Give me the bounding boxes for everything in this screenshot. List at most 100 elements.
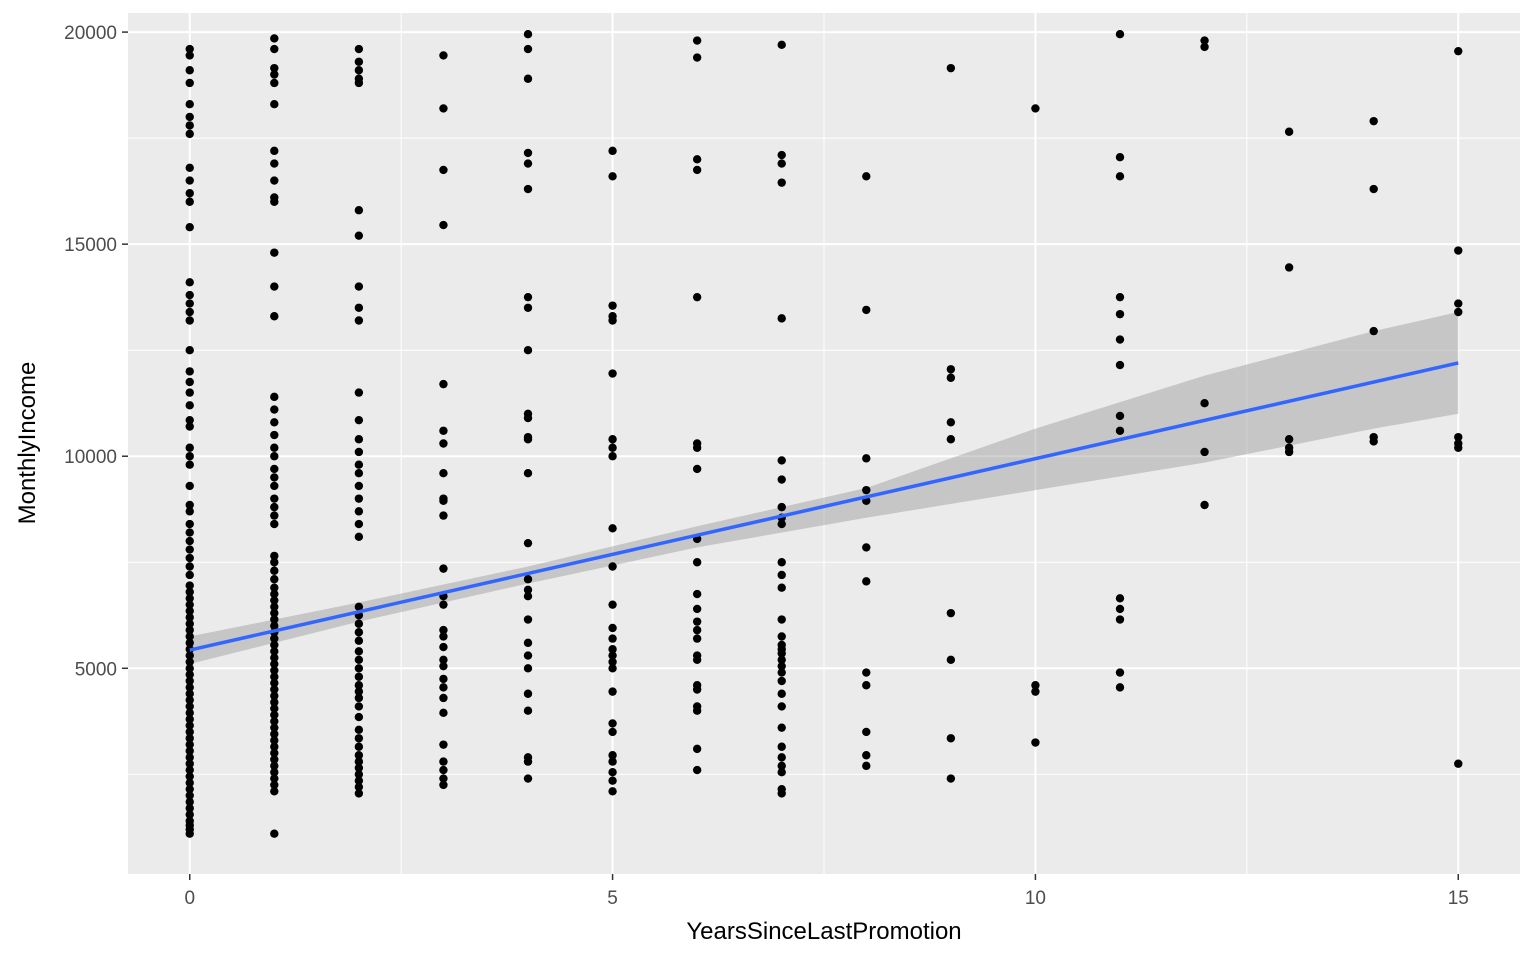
data-point: [185, 129, 194, 139]
data-point: [354, 725, 364, 734]
data-point: [270, 502, 279, 512]
data-point: [777, 784, 786, 794]
data-point: [1115, 668, 1125, 677]
data-point: [523, 148, 533, 158]
data-point: [1115, 604, 1125, 614]
data-point: [1369, 326, 1378, 336]
x-axis-ticks: 0 5 10 15: [184, 874, 1469, 909]
data-point: [523, 409, 533, 419]
data-point: [354, 782, 364, 792]
data-point: [946, 734, 956, 743]
data-point: [777, 742, 786, 751]
data-point: [270, 159, 279, 168]
data-point: [270, 248, 279, 257]
data-point: [439, 632, 448, 641]
data-point: [185, 278, 194, 287]
data-point: [1031, 681, 1040, 690]
data-point: [270, 473, 279, 482]
data-point: [354, 742, 364, 751]
data-point: [270, 678, 279, 688]
data-point: [608, 312, 617, 321]
data-point: [270, 659, 279, 669]
data-point: [354, 619, 364, 628]
y-tick-label: 5000: [75, 659, 117, 680]
fit-line: [189, 361, 1459, 652]
data-point: [185, 606, 194, 616]
data-point: [270, 392, 279, 402]
data-point: [1284, 263, 1294, 272]
data-point: [692, 589, 702, 599]
data-point: [354, 447, 364, 457]
confidence-band-layer: [189, 312, 1459, 665]
data-point: [523, 303, 533, 312]
data-point: [1031, 104, 1040, 113]
data-point: [354, 712, 364, 722]
data-point: [1115, 426, 1125, 435]
data-point: [270, 481, 279, 491]
data-point: [270, 672, 279, 681]
data-point: [1200, 42, 1209, 52]
data-point: [185, 594, 194, 603]
data-point: [946, 608, 956, 618]
x-axis-title: YearsSinceLastPromotion: [686, 918, 961, 945]
data-point: [608, 452, 617, 461]
data-point: [185, 307, 194, 317]
data-point: [523, 292, 533, 302]
data-point: [523, 432, 533, 442]
data-point: [270, 176, 279, 185]
data-point: [185, 78, 194, 88]
data-point: [354, 532, 364, 542]
data-point: [439, 379, 448, 389]
x-tick-label: 0: [184, 888, 195, 909]
data-point: [1115, 683, 1125, 692]
data-point: [354, 655, 364, 665]
data-point: [439, 765, 448, 775]
data-point: [354, 789, 364, 798]
data-point: [185, 689, 194, 698]
data-point: [185, 695, 194, 705]
data-point: [185, 377, 194, 387]
data-point: [185, 816, 194, 826]
data-point: [439, 511, 448, 520]
data-point: [354, 74, 364, 83]
data-point: [354, 757, 364, 766]
data-point: [354, 681, 364, 690]
data-point: [270, 742, 279, 751]
data-point: [185, 708, 194, 718]
data-point: [185, 670, 194, 679]
data-point: [439, 780, 448, 790]
data-point: [777, 475, 786, 484]
data-point: [777, 676, 786, 686]
data-point: [1454, 46, 1463, 56]
data-point: [354, 519, 364, 529]
data-point: [862, 681, 871, 690]
data-point: [523, 468, 533, 478]
data-point: [270, 70, 279, 79]
data-point: [185, 600, 194, 609]
data-point: [185, 528, 194, 537]
data-point: [439, 661, 448, 671]
confidence-band: [189, 312, 1459, 665]
data-point: [185, 299, 194, 308]
data-point: [692, 558, 702, 567]
data-point: [270, 602, 279, 611]
data-point: [185, 638, 194, 648]
data-point: [608, 369, 617, 378]
data-point: [523, 74, 533, 83]
data-point: [185, 791, 194, 800]
data-point: [439, 468, 448, 478]
data-point: [270, 829, 279, 838]
data-point: [608, 651, 617, 660]
data-point: [862, 543, 871, 552]
data-point: [270, 748, 279, 758]
data-point: [439, 757, 448, 766]
data-point: [1284, 127, 1294, 136]
data-point: [439, 600, 448, 609]
data-point: [185, 481, 194, 491]
data-point: [523, 753, 533, 762]
data-point: [608, 301, 617, 310]
data-point: [946, 373, 956, 382]
data-point: [185, 784, 194, 794]
data-point: [523, 706, 533, 715]
